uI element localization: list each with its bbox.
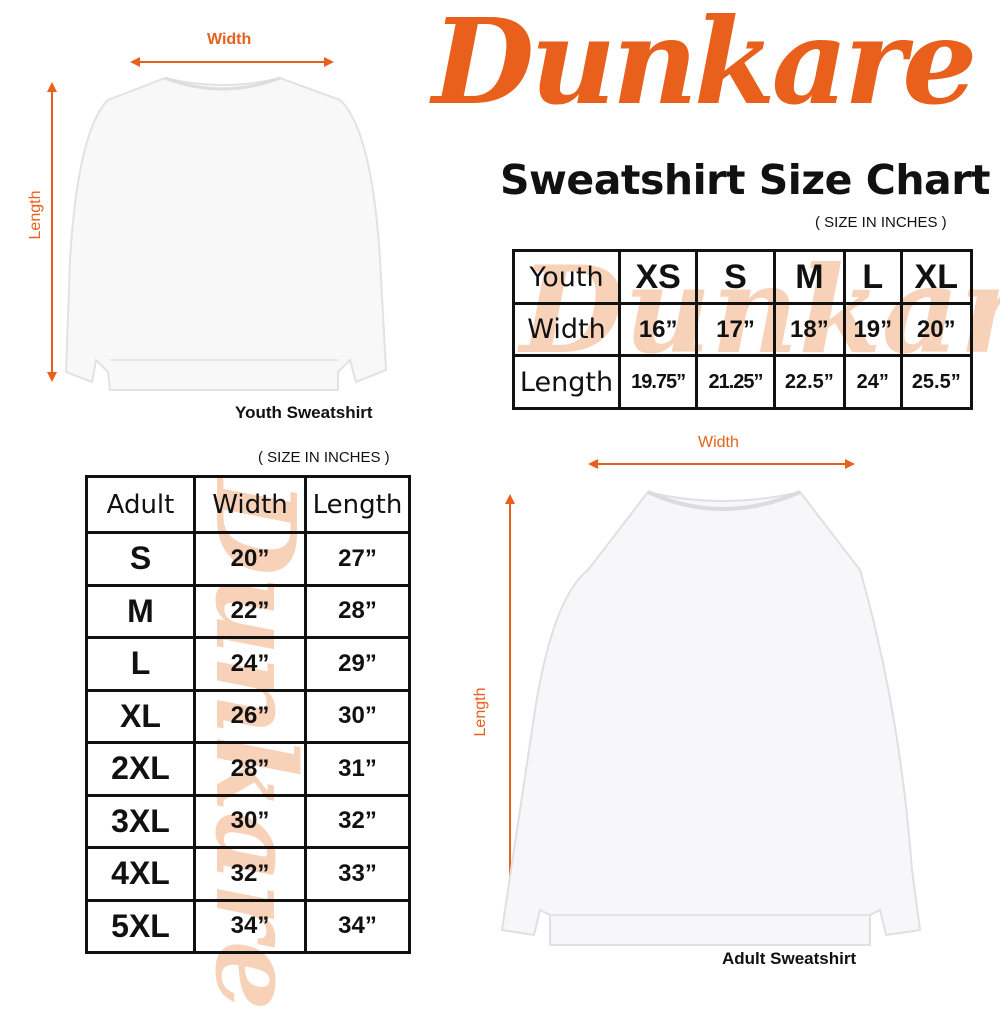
table-cell: 17” (695, 302, 776, 357)
row-label: M (85, 583, 196, 639)
row-label: 5XL (85, 898, 196, 954)
youth-sweatshirt-figure (47, 57, 388, 391)
header-cell: Adult (85, 475, 196, 534)
row-label: 3XL (85, 793, 196, 849)
table-cell: 22.5” (772, 354, 847, 410)
adult-unit-note: ( SIZE IN INCHES ) (258, 449, 390, 466)
row-label: 4XL (85, 846, 196, 902)
row-label: Width (512, 302, 621, 357)
table-cell: 34” (304, 898, 411, 954)
table-row: XL 26” 30” (85, 688, 411, 744)
table-cell: 32” (193, 846, 307, 902)
table-cell: 28” (304, 583, 411, 639)
table-cell: 24” (843, 354, 903, 410)
table-cell: 28” (193, 741, 307, 797)
youth-sweatshirt-image (64, 76, 388, 391)
header-cell: Youth (512, 249, 621, 305)
table-cell: 22” (193, 583, 307, 639)
page-title: Sweatshirt Size Chart (500, 156, 991, 204)
adult-sweatshirt-figure (500, 459, 922, 946)
youth-width-label: Width (207, 31, 252, 48)
table-cell: 33” (304, 846, 411, 902)
adult-length-label: Length (472, 687, 489, 737)
table-cell: 25.5” (899, 354, 974, 410)
table-cell: 16” (617, 302, 699, 357)
table-cell: 27” (304, 531, 411, 587)
header-cell: XL (899, 249, 974, 305)
table-row: 4XL 32” 33” (85, 846, 411, 902)
header-cell: L (843, 249, 903, 305)
table-cell: 20” (193, 531, 307, 587)
header-cell: M (772, 249, 847, 305)
adult-size-table: Adult Width Length S 20” 27” M 22” 28” L 24” 29”… (85, 475, 411, 954)
table-cell: 30” (304, 688, 411, 744)
youth-length-arrow (47, 82, 57, 382)
table-cell: 24” (193, 636, 307, 692)
table-cell: 19” (843, 302, 903, 357)
table-cell: 34” (193, 898, 307, 954)
table-cell: 18” (772, 302, 847, 357)
table-row: L 24” 29” (85, 636, 411, 692)
row-label: S (85, 531, 196, 587)
table-row: Length 19.75” 21.25” 22.5” 24” 25.5” (512, 354, 974, 410)
table-header-row: Adult Width Length (85, 475, 411, 534)
row-label: XL (85, 688, 196, 744)
adult-width-label: Width (698, 434, 739, 451)
header-cell: S (695, 249, 776, 305)
header-cell: Length (304, 475, 411, 534)
table-cell: 26” (193, 688, 307, 744)
table-row: 5XL 34” 34” (85, 898, 411, 954)
table-cell: 21.25” (695, 354, 776, 410)
table-header-row: Youth XS S M L XL (512, 249, 974, 305)
header-cell: XS (617, 249, 699, 305)
brand-logo: Dunkare (432, 0, 977, 131)
table-row: M 22” 28” (85, 583, 411, 639)
table-row: 3XL 30” 32” (85, 793, 411, 849)
youth-size-table: Youth XS S M L XL Width 16” 17” 18” 19” … (512, 249, 974, 410)
table-cell: 19.75” (617, 354, 699, 410)
youth-caption: Youth Sweatshirt (235, 403, 373, 422)
header-cell: Width (193, 475, 307, 534)
table-row: Width 16” 17” 18” 19” 20” (512, 302, 974, 357)
table-cell: 32” (304, 793, 411, 849)
table-row: 2XL 28” 31” (85, 741, 411, 797)
youth-length-label: Length (27, 190, 44, 240)
row-label: L (85, 636, 196, 692)
youth-width-arrow (130, 57, 334, 67)
adult-caption: Adult Sweatshirt (722, 949, 857, 968)
row-label: Length (512, 354, 621, 410)
table-row: S 20” 27” (85, 531, 411, 587)
table-cell: 20” (899, 302, 974, 357)
adult-width-arrow (588, 459, 855, 469)
youth-unit-note: ( SIZE IN INCHES ) (815, 214, 947, 231)
row-label: 2XL (85, 741, 196, 797)
adult-sweatshirt-image (500, 490, 922, 946)
table-cell: 30” (193, 793, 307, 849)
table-cell: 31” (304, 741, 411, 797)
table-cell: 29” (304, 636, 411, 692)
